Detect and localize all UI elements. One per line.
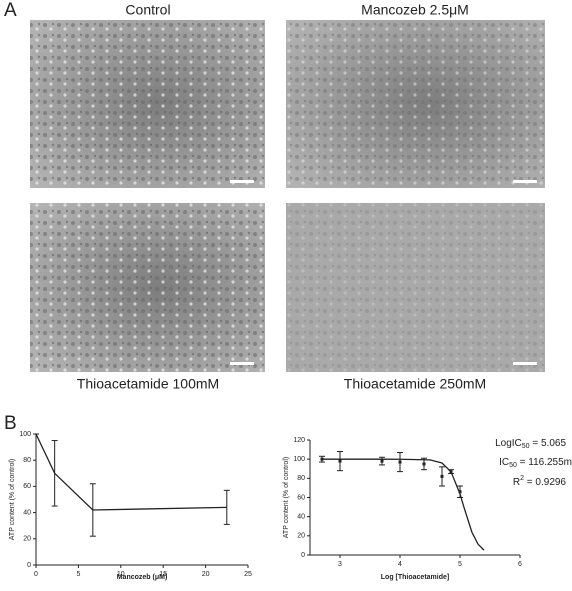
micrograph xyxy=(286,20,545,188)
fit-curve xyxy=(322,458,485,551)
data-line xyxy=(35,433,227,511)
annotation: IC50 = 116.255m xyxy=(499,457,572,470)
annotation-part: = 0.9296 xyxy=(524,477,566,488)
point xyxy=(380,459,384,463)
y-tick-label: 100 xyxy=(293,456,305,463)
annotation-part: R xyxy=(513,477,520,488)
panel-label: A xyxy=(4,0,17,21)
annotation-part: = 5.065 xyxy=(530,438,567,449)
image-label: Mancozeb 2.5μM xyxy=(361,2,469,18)
point xyxy=(398,460,402,464)
error-bar xyxy=(223,489,230,525)
y-tick-label: 80 xyxy=(297,475,305,482)
x-tick-label: 3 xyxy=(338,561,342,568)
point xyxy=(320,457,324,461)
annotation-part: 50 xyxy=(509,462,517,469)
annotation: R2 = 0.9296 xyxy=(513,475,567,487)
x-tick-label: 10 xyxy=(117,571,125,578)
annotation: LogIC50 = 5.065 xyxy=(495,438,566,451)
x-tick-label: 5 xyxy=(458,561,462,568)
y-tick-label: 120 xyxy=(293,437,305,444)
image-label: Thioacetamide 250mM xyxy=(344,376,486,392)
annotation-part: IC xyxy=(499,457,509,468)
image-label: Control xyxy=(125,2,170,18)
y-tick-label: 40 xyxy=(297,514,305,521)
annotation-part: LogIC xyxy=(495,438,522,449)
y-tick-label: 40 xyxy=(23,509,31,516)
micrograph xyxy=(30,20,265,188)
y-tick-label: 0 xyxy=(27,562,31,569)
panel-label: B xyxy=(4,413,17,434)
y-axis-label: ATP content (% of control) xyxy=(9,459,16,540)
y-tick-label: 80 xyxy=(23,457,31,464)
y-tick-label: 20 xyxy=(23,536,31,543)
micrograph xyxy=(30,203,265,372)
x-tick-label: 15 xyxy=(159,571,167,578)
point xyxy=(440,474,444,478)
x-tick-label: 5 xyxy=(76,571,80,578)
y-tick-label: 60 xyxy=(23,483,31,490)
point xyxy=(338,459,342,463)
x-axis-label: Log [Thioacetamide] xyxy=(381,574,449,581)
image-label: Thioacetamide 100mM xyxy=(77,376,219,392)
error-bar xyxy=(51,440,58,507)
point xyxy=(422,462,426,466)
point xyxy=(458,490,462,494)
x-axis-label: Mancozeb (μM) xyxy=(117,574,168,581)
annotation-part: = 116.255m xyxy=(517,457,572,468)
y-tick-label: 0 xyxy=(301,552,305,559)
x-tick-label: 6 xyxy=(518,561,522,568)
annotation-part: 50 xyxy=(522,443,530,450)
y-tick-label: 100 xyxy=(19,431,31,438)
micrograph xyxy=(286,203,545,372)
error-bar xyxy=(89,483,96,537)
x-tick-label: 4 xyxy=(398,561,402,568)
x-tick-label: 25 xyxy=(244,571,252,578)
y-tick-label: 60 xyxy=(297,494,305,501)
annotation-part: 2 xyxy=(520,475,524,482)
point xyxy=(449,470,453,474)
y-tick-label: 20 xyxy=(297,533,305,540)
x-tick-label: 20 xyxy=(202,571,210,578)
x-tick-label: 0 xyxy=(34,571,38,578)
y-axis-label: ATP content (% of control) xyxy=(283,457,290,538)
